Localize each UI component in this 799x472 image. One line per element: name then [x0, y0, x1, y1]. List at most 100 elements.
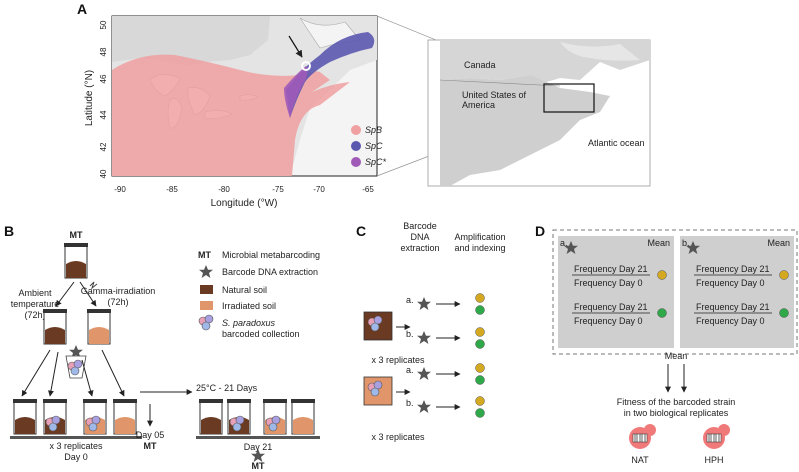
source-soil-tube [63, 242, 89, 279]
y-tick: 46 [99, 74, 108, 83]
panel-label-c: C [356, 223, 366, 239]
site-arrow [288, 35, 303, 58]
strain-nat-icon [629, 424, 656, 449]
day21-label: Day 21 [244, 442, 273, 452]
map-legend: SpB SpC SpC* [351, 125, 387, 167]
natural-soil-tube [42, 308, 68, 345]
replicates-c1: x 3 replicates [371, 355, 425, 365]
legend-swatch-spc [351, 141, 361, 151]
ambient-label: Ambient [18, 288, 52, 298]
panel-label-b: B [4, 223, 14, 239]
x-axis-label: Longitude (°W) [211, 198, 278, 209]
flow-arrow [21, 349, 51, 397]
frequency-numerator: Frequency Day 21 [696, 264, 770, 274]
legend-star-text: Barcode DNA extraction [222, 267, 318, 277]
mean-dashed-box [552, 229, 798, 355]
replicate-group-natural: a. b. [363, 293, 485, 349]
day21-tubes [196, 398, 320, 439]
fitness-caption: in two biological replicates [624, 408, 729, 418]
frequency-numerator: Frequency Day 21 [696, 302, 770, 312]
inset-label-usa: America [462, 100, 495, 110]
flow-arrow [101, 349, 125, 397]
legend-label: SpC [365, 141, 383, 151]
barcode-extraction-header: DNA [410, 232, 429, 242]
fitness-caption: Fitness of the barcoded strain [617, 397, 736, 407]
barcode-extraction-header: Barcode [403, 221, 437, 231]
flow-arrow [79, 281, 97, 307]
workflow-legend: MT Microbial metabarcoding Barcode DNA e… [198, 250, 320, 339]
x-axis-ticks: -90 -85 -80 -75 -70 -65 [114, 185, 374, 194]
replicate-a-label: a. [406, 365, 414, 375]
legend-swatch-spc-star [351, 157, 361, 167]
gamma-label: (72h) [107, 297, 128, 307]
inset-label-canada: Canada [464, 60, 496, 70]
incubation-label: 25°C - 21 Days [196, 383, 258, 393]
x-tick: -65 [362, 185, 374, 194]
flow-arrow [81, 359, 94, 397]
mean-bottom-label: Mean [665, 351, 688, 361]
fitness-box-a: a. Mean Frequency Day 21 Frequency Day 0… [558, 236, 674, 348]
legend-mt-abbr: MT [198, 250, 211, 260]
replicate-label: a. [560, 238, 568, 248]
replicate-b-label: b. [406, 329, 414, 339]
replicate-group-irradiated: a. b. [363, 363, 485, 418]
frequency-denominator: Frequency Day 0 [696, 278, 765, 288]
legend-collection-species: S. paradoxus [222, 318, 276, 328]
amplification-header: and indexing [454, 243, 505, 253]
panel-label-d: D [535, 223, 545, 239]
mean-label: Mean [647, 238, 670, 248]
legend-mt-text: Microbial metabarcoding [222, 250, 320, 260]
y-axis-ticks: 50 48 46 44 42 40 [99, 20, 108, 178]
mt-day05-label: MT [144, 441, 157, 451]
ambient-label: (72h) [24, 310, 45, 320]
frequency-numerator: Frequency Day 21 [574, 302, 648, 312]
legend-natural-swatch [200, 285, 213, 294]
day0-tubes [10, 398, 142, 439]
frequency-numerator: Frequency Day 21 [574, 264, 648, 274]
radiation-icon [89, 281, 98, 290]
replicates-c2: x 3 replicates [371, 432, 425, 442]
legend-collection-rest: barcoded collection [222, 329, 300, 339]
flow-arrow [48, 351, 59, 397]
inset-map: Canada United States of America Atlantic… [427, 39, 651, 187]
gamma-label: Gamma-irradiation [81, 286, 156, 296]
x-tick: -70 [313, 185, 325, 194]
nat-label: NAT [631, 455, 649, 465]
legend-irradiated-text: Irradiated soil [222, 301, 276, 311]
frequency-denominator: Frequency Day 0 [696, 316, 765, 326]
y-axis-label: Latitude (°N) [84, 70, 95, 126]
main-map: -90 -85 -80 -75 -70 -65 50 48 46 44 42 4… [84, 15, 387, 209]
x-tick: -90 [114, 185, 126, 194]
mt-top-label: MT [70, 230, 83, 240]
mean-label: Mean [767, 238, 790, 248]
replicate-a-label: a. [406, 295, 414, 305]
legend-star-icon [199, 265, 213, 278]
mt-day21-label: MT [252, 461, 265, 471]
panel-label-a: A [77, 1, 87, 17]
legend-irradiated-swatch [200, 301, 213, 310]
legend-swatch-spb [351, 125, 361, 135]
amplification-header: Amplification [454, 232, 505, 242]
frequency-denominator: Frequency Day 0 [574, 278, 643, 288]
inset-highlight [543, 83, 595, 113]
day0-label: Day 0 [64, 452, 88, 462]
x-tick: -75 [272, 185, 284, 194]
y-tick: 42 [99, 142, 108, 151]
frequency-denominator: Frequency Day 0 [574, 316, 643, 326]
y-tick: 40 [99, 169, 108, 178]
legend-natural-text: Natural soil [222, 285, 267, 295]
hph-label: HPH [704, 455, 723, 465]
day05-label: Day 05 [136, 430, 165, 440]
inset-label-usa: United States of [462, 90, 527, 100]
irradiated-soil-tube [86, 308, 112, 345]
legend-yeast-icon [198, 314, 214, 331]
strain-hph-icon [703, 424, 730, 449]
replicate-b-label: b. [406, 398, 414, 408]
x-tick: -85 [166, 185, 178, 194]
y-tick: 44 [99, 110, 108, 119]
y-tick: 50 [99, 20, 108, 29]
replicate-label: b. [682, 238, 690, 248]
inset-label-ocean: Atlantic ocean [588, 138, 645, 148]
legend-label: SpB [365, 125, 382, 135]
